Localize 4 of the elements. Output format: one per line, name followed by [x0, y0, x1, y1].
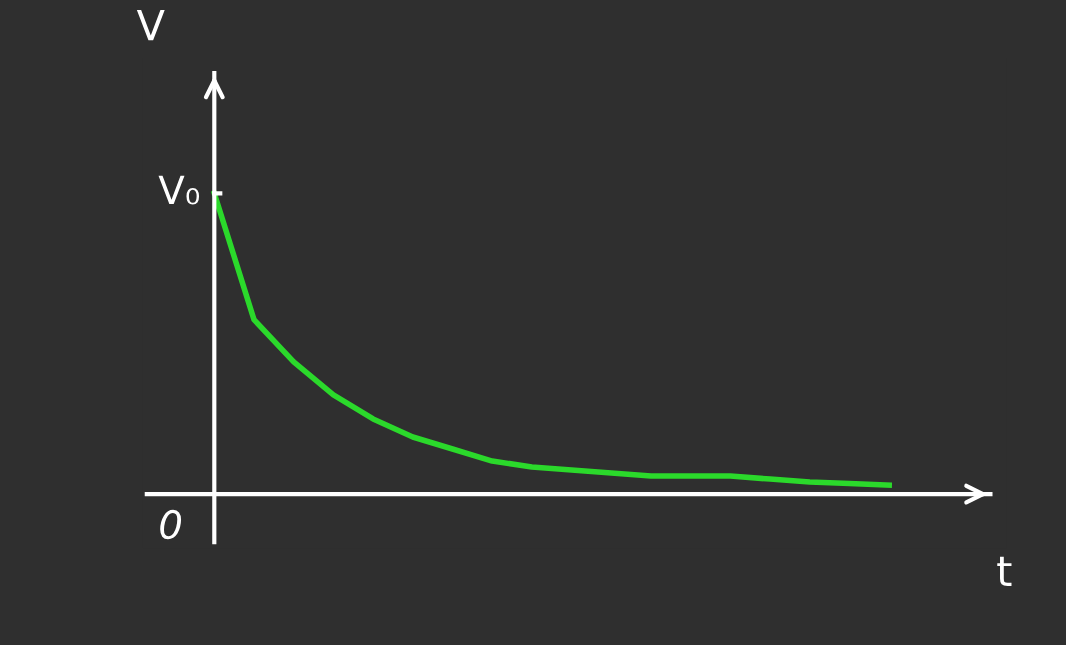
y-axis-title: V — [136, 9, 165, 41]
x-axis-title: t — [997, 556, 1012, 586]
annotation: V₀ — [158, 175, 200, 205]
text: 0 — [160, 509, 182, 540]
